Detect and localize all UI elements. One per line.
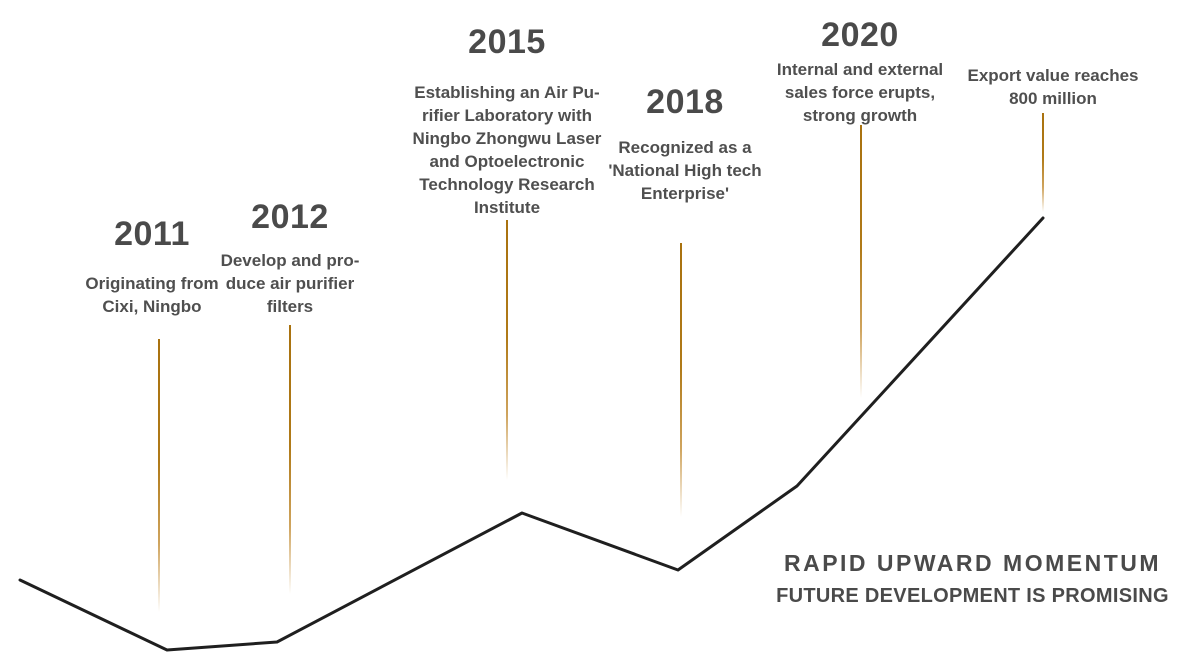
milestone-2011: 2011 Originating from Cixi, Ningbo [52, 216, 252, 318]
timeline-tick-2018 [680, 243, 682, 517]
timeline-tick-2011 [158, 339, 160, 612]
milestone-description: Internal and external sales force erupts… [776, 60, 944, 125]
milestone-year: 2020 [821, 16, 899, 54]
slogan-block: RAPID UPWARD MOMENTUM FUTURE DEVELOPMENT… [775, 550, 1170, 608]
milestone-description: Recognized as a 'National High tech Ente… [608, 138, 762, 203]
milestone-year: 2018 [646, 83, 724, 121]
slogan-subheadline: FUTURE DEVELOPMENT IS PROMISING [776, 585, 1169, 607]
milestone-description: Develop and pro- duce air purifier filte… [220, 251, 360, 316]
milestone-2015: 2015 Establishing an Air Pu- rifier Labo… [402, 24, 612, 219]
timeline-tick-export [1042, 113, 1044, 212]
milestone-2018: 2018 Recognized as a 'National High tech… [595, 84, 775, 205]
milestone-export-value: Export value reaches 800 million [953, 64, 1153, 110]
timeline-tick-2020 [860, 125, 862, 398]
milestone-2020: 2020 Internal and external sales force e… [760, 17, 960, 127]
milestone-year: 2012 [251, 198, 329, 236]
timeline-tick-2015 [506, 220, 508, 480]
milestone-description: Export value reaches 800 million [967, 66, 1139, 108]
timeline-tick-2012 [289, 325, 291, 594]
milestone-description: Originating from Cixi, Ningbo [85, 274, 219, 316]
milestone-description: Establishing an Air Pu- rifier Laborator… [412, 83, 602, 217]
milestone-year: 2011 [114, 215, 190, 253]
milestone-2012: 2012 Develop and pro- duce air purifier … [205, 199, 375, 318]
slogan-headline: RAPID UPWARD MOMENTUM [783, 550, 1162, 576]
growth-line [18, 216, 1045, 652]
milestone-year: 2015 [468, 23, 546, 61]
